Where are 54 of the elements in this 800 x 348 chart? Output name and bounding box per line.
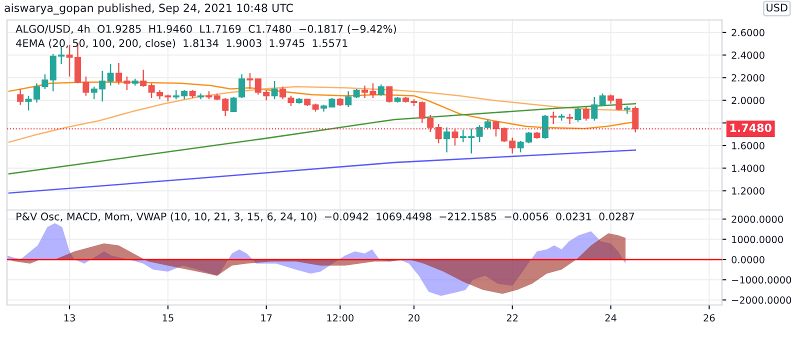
candlestick — [435, 123, 442, 144]
candlestick — [591, 96, 598, 122]
y-tick-label: 1.6000 — [732, 142, 764, 150]
candlestick — [140, 69, 147, 88]
candlestick — [599, 92, 606, 107]
y-tick-label: 1.4000 — [732, 164, 764, 172]
y-tick-label: 0.0000 — [732, 256, 764, 264]
y-tick-label: 1.2000 — [732, 187, 764, 195]
candlestick — [452, 128, 458, 146]
y-tick-label: 1000.0000 — [732, 236, 783, 244]
line-series — [8, 102, 636, 175]
candlestick — [582, 106, 590, 122]
candlestick — [632, 106, 639, 133]
x-tick-label: 15 — [162, 314, 174, 322]
y-tick-label: 2000.0000 — [732, 216, 783, 223]
y-tick-label: 2.6000 — [732, 28, 764, 36]
candlestick — [550, 110, 557, 125]
x-tick-label: 24 — [605, 314, 616, 322]
candlestick — [107, 63, 114, 86]
y-tick-label: 2.2000 — [732, 74, 764, 82]
candlestick — [246, 72, 254, 90]
x-tick-label: 22 — [506, 314, 518, 322]
candlestick — [492, 120, 500, 138]
candlestick — [378, 84, 384, 96]
x-tick-label: 17 — [261, 314, 272, 322]
annotation: P&V Osc, MACD, Mom, VWAP (10, 10, 21, 3, 15, 6, 24, 10) −0.0942 1069.4498 −212.1585 −0.0056 0.0231 0.0287 — [16, 212, 634, 222]
candlestick — [238, 74, 245, 99]
y-tick-label: 2.0000 — [732, 96, 764, 104]
ref-line-label: 1.7480 — [730, 124, 772, 132]
y-tick-label: −1000.0000 — [732, 276, 792, 284]
candlestick — [271, 80, 278, 100]
candlestick — [17, 88, 24, 106]
candlestick — [345, 90, 352, 108]
candlestick — [624, 105, 630, 114]
annotation: ALGO/USD, 4h O1.9285 H1.9460 L1.7169 C1.7480 −0.1817 (−9.42%) — [16, 24, 396, 34]
candlestick — [574, 106, 582, 122]
line-series — [8, 149, 636, 194]
x-tick-label: 26 — [704, 314, 715, 322]
chart-title: aiswarya_gopan published, Sep 24, 2021 10:48 UTC — [4, 3, 293, 15]
candlestick — [386, 86, 393, 104]
candlestick — [444, 126, 450, 153]
candlestick — [288, 95, 294, 107]
x-tick-label: 12:00 — [327, 314, 354, 322]
candlestick — [280, 86, 286, 100]
candlestick — [230, 96, 237, 112]
x-tick-label: 20 — [408, 314, 420, 322]
candlestick — [542, 114, 548, 140]
y-tick-label: −2000.0000 — [732, 296, 792, 304]
y-axis-title: USD — [766, 4, 788, 12]
x-tick-label: 13 — [64, 314, 75, 322]
candlestick — [353, 88, 360, 99]
candlestick — [566, 113, 574, 125]
annotation: 4EMA (20, 50, 100, 200, close) 1.8134 1.9003 1.9745 1.5571 — [16, 39, 348, 48]
y-tick-label: 2.4000 — [732, 52, 764, 59]
